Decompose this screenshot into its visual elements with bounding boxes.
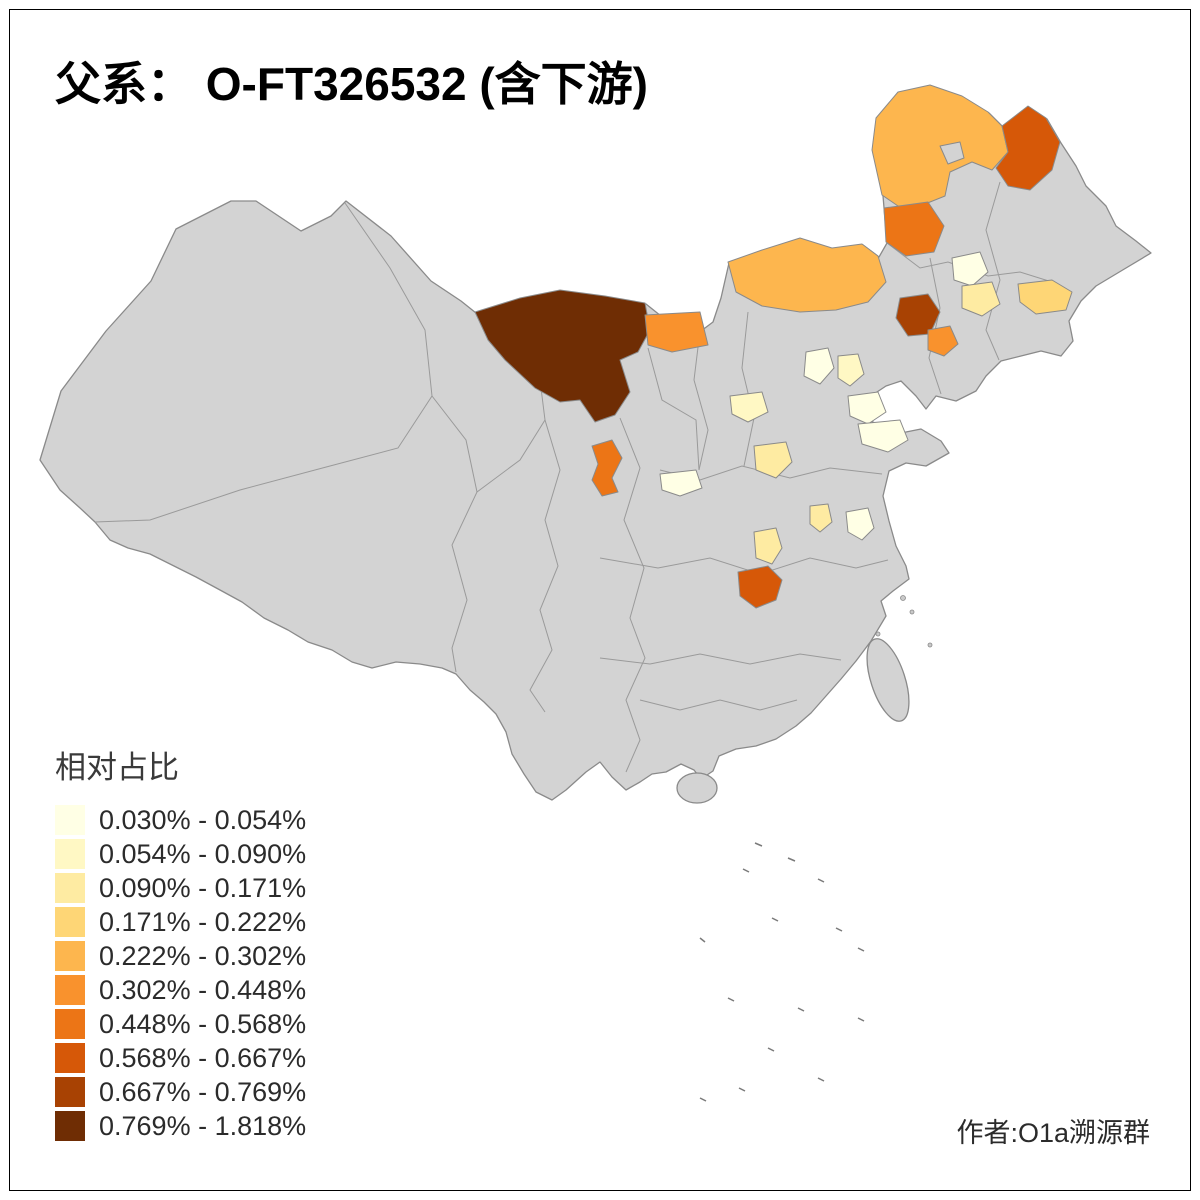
legend-label: 0.054% - 0.090%: [99, 838, 307, 869]
islands: [676, 595, 933, 804]
legend-item: 0.030% - 0.054%: [55, 803, 306, 837]
hainan-island: [676, 772, 718, 804]
legend-item: 0.769% - 1.818%: [55, 1109, 306, 1143]
choropleth-regions: [474, 84, 1073, 609]
legend-item: 0.302% - 0.448%: [55, 973, 306, 1007]
legend-item: 0.054% - 0.090%: [55, 837, 306, 871]
map-region-nodata-enclave: [939, 141, 965, 165]
legend-label: 0.769% - 1.818%: [99, 1110, 307, 1141]
map-region: [809, 503, 833, 533]
legend-label: 0.222% - 0.302%: [99, 940, 307, 971]
legend-swatch: [55, 1043, 85, 1073]
legend-title: 相对占比: [55, 750, 179, 785]
legend-swatch: [55, 941, 85, 971]
legend-label: 0.448% - 0.568%: [99, 1008, 307, 1039]
coastal-islet: [875, 631, 881, 637]
coastal-islet: [909, 609, 915, 615]
china-mainland: [39, 85, 1152, 801]
map-region: [591, 439, 623, 497]
legend-label: 0.667% - 0.769%: [99, 1076, 307, 1107]
legend-item: 0.222% - 0.302%: [55, 939, 306, 973]
legend-label: 0.090% - 0.171%: [99, 872, 307, 903]
coastal-islet: [900, 595, 906, 601]
south-china-sea-islands: [699, 842, 865, 1102]
map-region: [753, 441, 793, 479]
legend-swatch: [55, 975, 85, 1005]
legend-swatch: [55, 805, 85, 835]
map-region: [995, 105, 1061, 191]
coastal-islet: [927, 642, 933, 648]
legend-item: 0.171% - 0.222%: [55, 905, 306, 939]
legend-swatch: [55, 1077, 85, 1107]
map-region: [727, 237, 887, 313]
legend-label: 0.171% - 0.222%: [99, 906, 307, 937]
map-region: [951, 251, 989, 287]
map-title: 父系： O-FT326532 (含下游): [55, 58, 648, 110]
map-region: [737, 565, 783, 609]
map-region: [753, 527, 783, 565]
map-region: [961, 281, 1001, 317]
taiwan-island: [866, 638, 910, 722]
map-region: [883, 201, 945, 257]
map-region: [837, 353, 865, 387]
map-region: [845, 507, 875, 541]
legend-swatch: [55, 1111, 85, 1141]
legend-label: 0.302% - 0.448%: [99, 974, 307, 1005]
map-region: [857, 419, 909, 453]
legend-swatch: [55, 873, 85, 903]
legend-swatch: [55, 839, 85, 869]
map-region: [847, 391, 887, 425]
author-credit: 作者:O1a溯源群: [956, 1118, 1150, 1148]
map-region-darkest: [474, 289, 651, 423]
legend-label: 0.568% - 0.667%: [99, 1042, 307, 1073]
legend: 相对占比 0.030% - 0.054% 0.054% - 0.090% 0.0…: [55, 742, 306, 1143]
map-region: [659, 469, 703, 497]
map-region: [1017, 279, 1073, 315]
map-region: [927, 325, 959, 357]
map-region: [803, 347, 835, 385]
legend-item: 0.667% - 0.769%: [55, 1075, 306, 1109]
legend-item: 0.448% - 0.568%: [55, 1007, 306, 1041]
map-region: [644, 311, 709, 353]
map-region: [729, 391, 769, 423]
legend-swatch: [55, 907, 85, 937]
legend-label: 0.030% - 0.054%: [99, 804, 307, 835]
legend-swatch: [55, 1009, 85, 1039]
legend-item: 0.090% - 0.171%: [55, 871, 306, 905]
legend-item: 0.568% - 0.667%: [55, 1041, 306, 1075]
